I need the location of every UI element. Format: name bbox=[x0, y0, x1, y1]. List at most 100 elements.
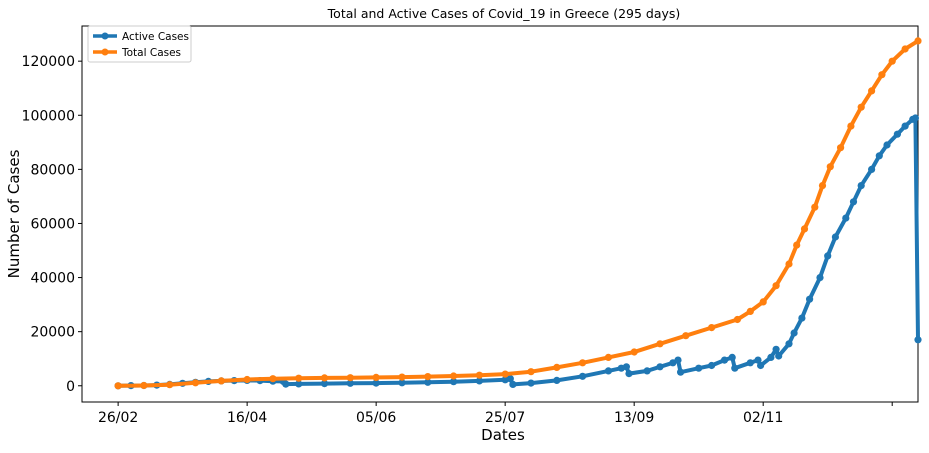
data-point bbox=[733, 315, 742, 324]
data-point bbox=[450, 378, 458, 386]
data-point bbox=[295, 380, 303, 388]
x-tick-label: 13/09 bbox=[614, 410, 654, 426]
data-point bbox=[424, 378, 432, 386]
y-tick-label: 60000 bbox=[30, 216, 75, 232]
data-point bbox=[553, 376, 561, 384]
series-line bbox=[116, 116, 920, 388]
data-point bbox=[816, 274, 824, 282]
series-line bbox=[116, 38, 920, 388]
data-point bbox=[114, 382, 122, 390]
series-total-cases bbox=[114, 37, 922, 390]
data-point bbox=[875, 152, 883, 160]
data-point bbox=[842, 214, 850, 222]
data-point bbox=[372, 373, 380, 381]
data-point bbox=[757, 361, 765, 370]
data-point bbox=[475, 371, 483, 379]
data-point bbox=[320, 374, 329, 382]
data-point bbox=[527, 379, 535, 387]
data-point bbox=[677, 368, 685, 376]
data-point bbox=[346, 374, 354, 382]
data-point bbox=[604, 353, 613, 361]
data-point bbox=[901, 122, 909, 130]
data-point bbox=[888, 57, 896, 65]
data-point bbox=[746, 359, 754, 367]
data-point bbox=[501, 370, 509, 378]
series-active-cases bbox=[114, 114, 922, 390]
data-point bbox=[798, 314, 806, 322]
legend-label-total: Total Cases bbox=[121, 47, 181, 59]
data-point bbox=[604, 367, 613, 375]
data-point bbox=[893, 130, 902, 138]
data-point bbox=[191, 379, 200, 387]
data-point bbox=[793, 241, 801, 249]
data-point bbox=[282, 380, 290, 388]
data-point bbox=[868, 87, 876, 95]
data-point bbox=[695, 364, 703, 372]
legend: Active Cases Total Cases bbox=[87, 25, 192, 63]
data-point bbox=[140, 381, 148, 390]
data-point bbox=[682, 332, 690, 340]
y-tick-label: 20000 bbox=[30, 325, 75, 341]
x-tick-label: 25/07 bbox=[485, 410, 525, 426]
data-point bbox=[826, 163, 834, 171]
plot-frame bbox=[81, 25, 919, 403]
data-point bbox=[625, 370, 633, 378]
data-point bbox=[295, 374, 303, 382]
data-point bbox=[868, 165, 876, 173]
data-point bbox=[475, 377, 483, 385]
data-point bbox=[831, 233, 840, 241]
data-point bbox=[785, 260, 793, 268]
data-point bbox=[806, 295, 814, 303]
y-tick-label: 0 bbox=[66, 379, 75, 395]
data-point bbox=[372, 379, 380, 387]
data-point bbox=[320, 380, 329, 388]
data-point bbox=[720, 356, 729, 364]
data-point bbox=[527, 368, 535, 376]
legend-label-active: Active Cases bbox=[122, 31, 189, 43]
data-point bbox=[818, 182, 827, 190]
data-point bbox=[346, 379, 354, 387]
y-tick-label: 120000 bbox=[22, 54, 75, 70]
data-point bbox=[759, 298, 767, 306]
data-point bbox=[731, 364, 739, 372]
x-tick-label: 26/02 bbox=[98, 410, 138, 426]
data-point bbox=[728, 353, 736, 361]
data-point bbox=[772, 282, 780, 290]
data-point bbox=[878, 71, 886, 79]
data-point bbox=[883, 141, 891, 149]
data-point bbox=[790, 329, 798, 337]
data-point bbox=[708, 361, 716, 370]
data-point bbox=[553, 363, 561, 371]
legend-marker-active bbox=[101, 32, 109, 40]
legend-marker-total bbox=[101, 48, 109, 56]
data-point bbox=[857, 103, 865, 111]
data-point bbox=[746, 307, 754, 315]
y-tick-label: 40000 bbox=[30, 271, 75, 287]
y-axis-label: Number of Cases bbox=[5, 149, 23, 278]
data-point bbox=[785, 340, 793, 348]
data-point bbox=[754, 356, 762, 364]
data-point bbox=[857, 182, 865, 190]
data-point bbox=[166, 381, 174, 389]
data-point bbox=[772, 345, 780, 353]
data-point bbox=[217, 377, 225, 385]
data-point bbox=[622, 363, 631, 371]
axes: 26/02 16/04 05/06 25/07 13/09 02/11 0 20000 4000… bbox=[22, 25, 919, 426]
data-point bbox=[398, 379, 406, 387]
x-tick-label: 02/11 bbox=[743, 410, 783, 426]
data-point bbox=[800, 225, 809, 233]
data-point bbox=[914, 37, 922, 45]
data-point bbox=[847, 122, 855, 130]
chart-title: Total and Active Cases of Covid_19 in Gr… bbox=[327, 6, 681, 21]
data-point bbox=[674, 356, 682, 364]
data-point bbox=[450, 372, 458, 380]
y-tick-label: 80000 bbox=[30, 162, 75, 178]
data-point bbox=[269, 375, 277, 383]
data-point bbox=[656, 340, 664, 348]
x-tick-label: 05/06 bbox=[356, 410, 396, 426]
data-point bbox=[849, 198, 858, 206]
data-point bbox=[837, 144, 845, 152]
data-point bbox=[911, 114, 920, 122]
